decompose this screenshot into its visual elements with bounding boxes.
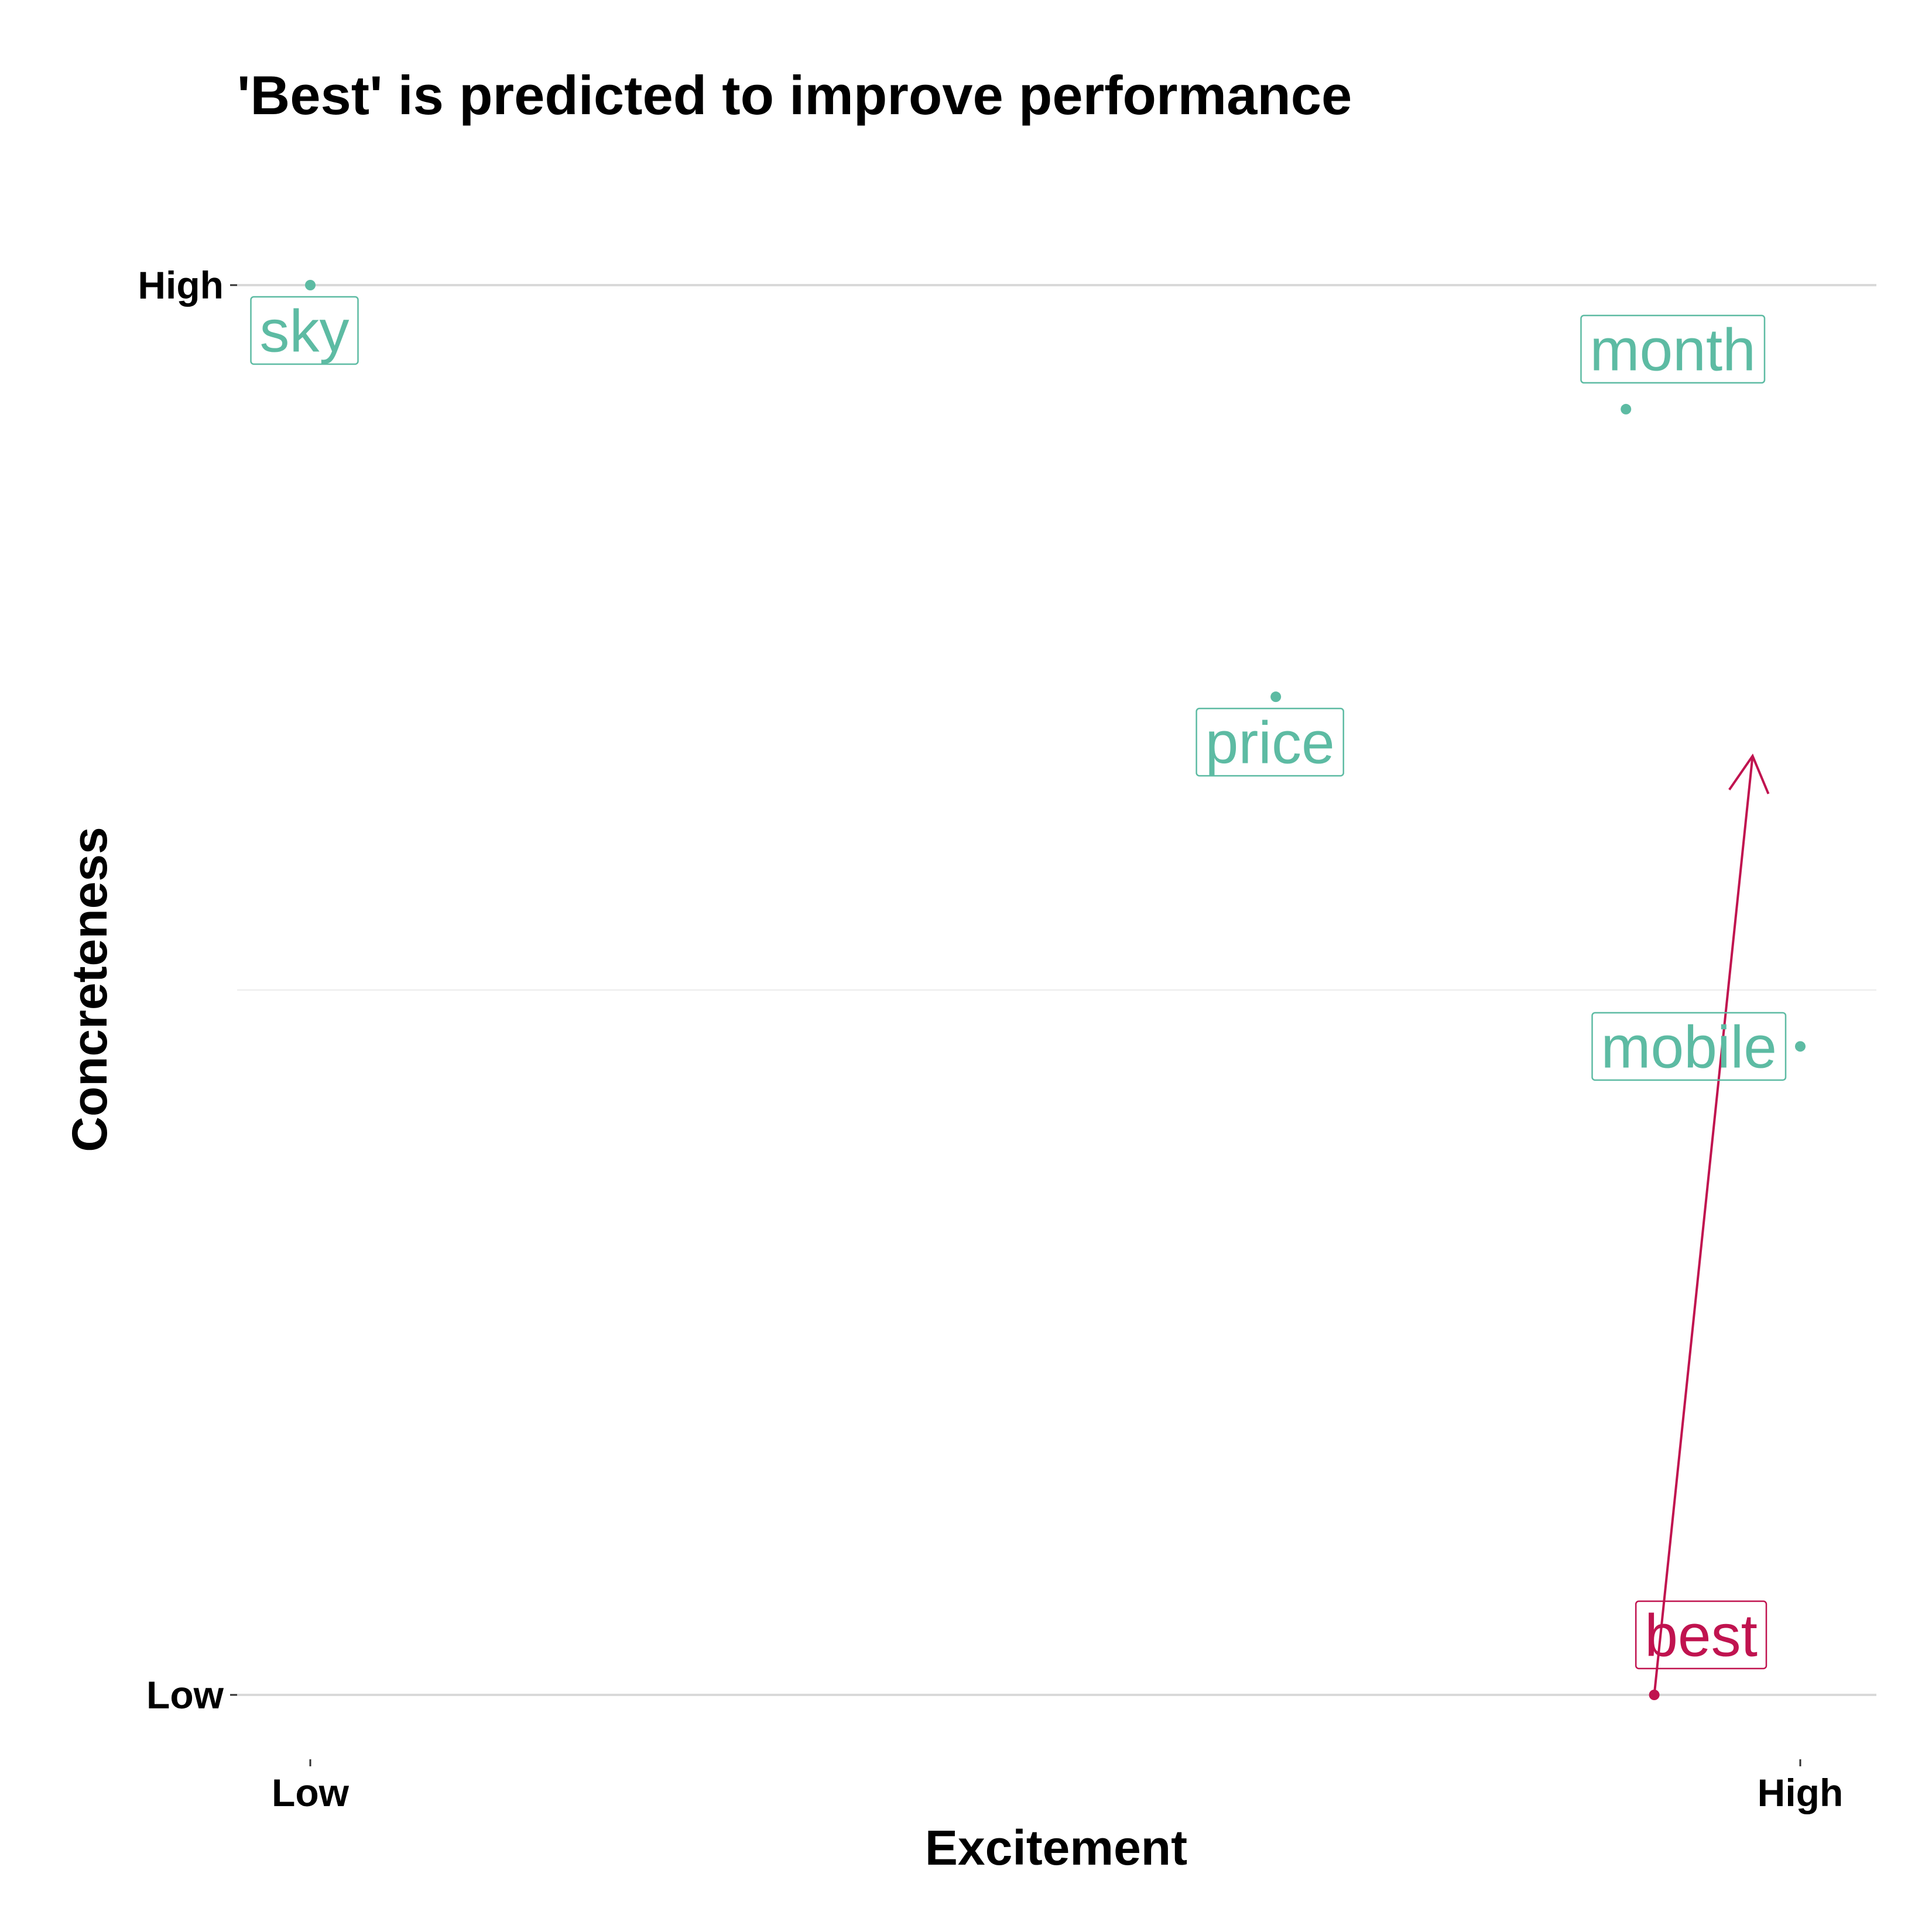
point-month (1621, 403, 1632, 415)
point-price (1270, 691, 1282, 703)
point-label-text: sky (260, 298, 350, 365)
points (305, 280, 1806, 1700)
arrow-layer (1653, 753, 1770, 1695)
x-tick-label: High (1758, 1771, 1844, 1814)
point-labels: sky month price mobile best (250, 296, 1787, 1670)
point-label-text: price (1205, 710, 1335, 776)
arrow-head (1728, 753, 1770, 794)
axis-ticks: Low High Low High (138, 263, 1843, 1814)
label-sky: sky (250, 296, 359, 365)
x-tick-label: Low (272, 1771, 350, 1814)
x-axis-title: Excitement (925, 1820, 1187, 1875)
label-month: month (1580, 314, 1766, 384)
y-tick-label: High (138, 263, 224, 307)
point-label-text: mobile (1601, 1013, 1777, 1080)
point-best (1649, 1690, 1660, 1700)
label-price: price (1195, 707, 1344, 777)
arrow-shaft (1653, 756, 1754, 1695)
label-box (1195, 707, 1344, 777)
point-mobile (1795, 1041, 1806, 1052)
label-box (1580, 314, 1766, 384)
y-axis-title: Concreteness (62, 827, 117, 1152)
point-sky (305, 280, 316, 290)
y-tick-label: Low (146, 1673, 224, 1717)
point-label-text: best (1645, 1602, 1758, 1669)
label-box (1635, 1600, 1767, 1670)
label-best: best (1635, 1600, 1767, 1670)
label-box (250, 296, 359, 365)
grid (237, 284, 1876, 1696)
label-box (1591, 1012, 1787, 1081)
chart-title: 'Best' is predicted to improve performan… (237, 64, 1352, 126)
label-mobile: mobile (1591, 1012, 1787, 1081)
point-label-text: month (1590, 316, 1756, 383)
